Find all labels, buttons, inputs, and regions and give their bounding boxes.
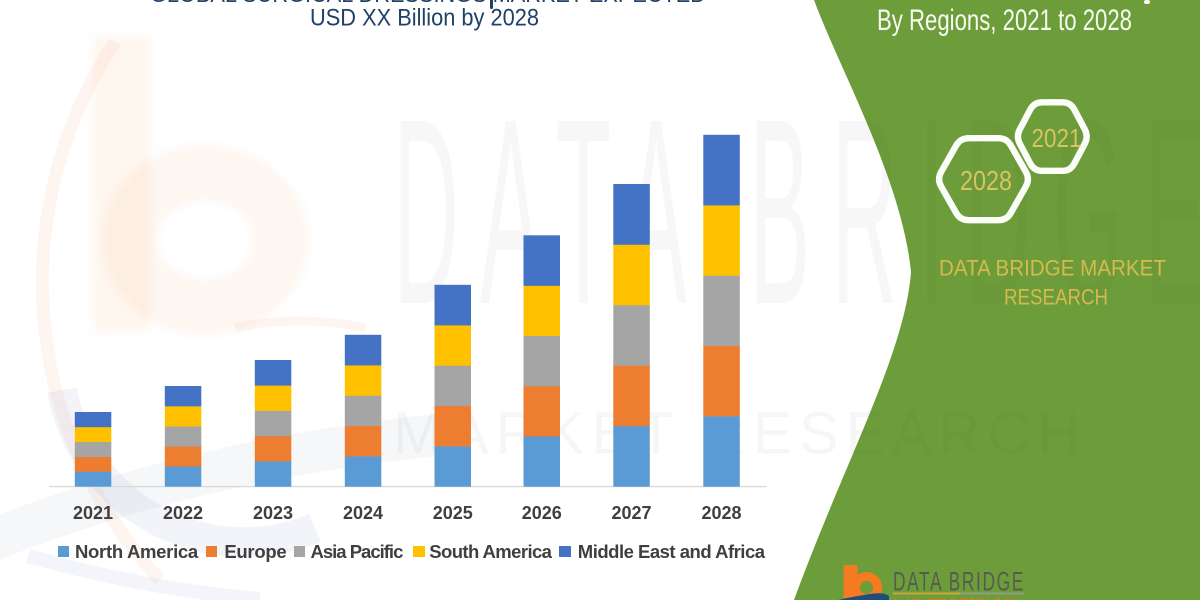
svg-text:By Regions, 2021 to 2028: By Regions, 2021 to 2028 (877, 4, 1132, 37)
svg-text:DATA BRIDGE: DATA BRIDGE (893, 566, 1025, 597)
svg-text:GLOBAL SURGICAL DRESSINGS MARK: GLOBAL SURGICAL DRESSINGS MARKET EXPECTE… (150, 0, 706, 7)
svg-text:2028: 2028 (960, 165, 1012, 196)
svg-text:USD XX Billion by 2028: USD XX Billion by 2028 (310, 5, 539, 32)
svg-text:RESEARCH: RESEARCH (1004, 284, 1108, 309)
svg-text:DATA BRIDGE MARKET: DATA BRIDGE MARKET (939, 255, 1166, 280)
svg-text:MARKET RESEARCH: MARKET RESEARCH (893, 597, 1021, 600)
svg-text:2021: 2021 (1032, 123, 1082, 153)
